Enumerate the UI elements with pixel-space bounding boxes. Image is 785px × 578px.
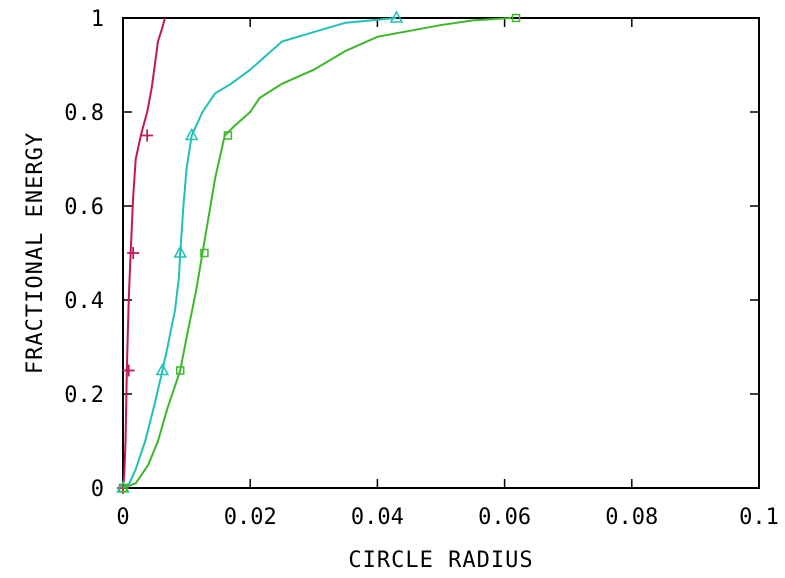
data-point-square <box>200 248 209 258</box>
x-axis-title: CIRCLE RADIUS <box>348 548 533 573</box>
data-point-triangle <box>155 362 170 376</box>
axis-ticks <box>122 17 760 489</box>
series-layer <box>116 10 521 494</box>
data-point-square <box>511 13 521 23</box>
data-point-triangle <box>389 10 404 23</box>
x-tick-label: 0.08 <box>605 505 658 530</box>
data-point-triangle <box>173 245 188 258</box>
x-tick-label: 0 <box>116 505 129 530</box>
y-tick-label: 0.4 <box>64 289 104 314</box>
x-tick-labels: 0 0.02 0.04 0.06 0.08 0.1 <box>116 505 779 530</box>
x-tick-label: 0.06 <box>478 505 531 530</box>
series-line <box>122 17 397 489</box>
plot-frame <box>122 17 760 489</box>
y-tick-label: 0.2 <box>64 383 104 408</box>
data-point-triangle <box>184 127 199 141</box>
data-point-square <box>223 131 233 140</box>
series-2 <box>116 10 404 493</box>
data-point-plus <box>141 129 154 142</box>
series-1 <box>117 17 166 494</box>
data-point-square <box>118 483 128 493</box>
x-tick-label: 0.1 <box>739 505 779 530</box>
y-tick-label: 0.6 <box>64 195 104 220</box>
x-tick-label: 0.04 <box>351 505 404 530</box>
x-tick-label: 0.02 <box>224 505 277 530</box>
y-tick-label: 0.8 <box>64 101 104 126</box>
y-tick-labels: 0 0.2 0.4 0.6 0.8 1 <box>64 7 104 502</box>
y-axis-title: FRACTIONAL ENERGY <box>23 132 48 374</box>
series-3 <box>118 13 521 493</box>
data-point-plus <box>127 247 140 259</box>
data-point-square <box>175 366 185 375</box>
series-line <box>122 17 166 489</box>
y-tick-label: 1 <box>91 7 104 32</box>
series-line <box>122 17 512 489</box>
data-point-plus <box>122 364 135 377</box>
y-tick-label: 0 <box>91 477 104 502</box>
